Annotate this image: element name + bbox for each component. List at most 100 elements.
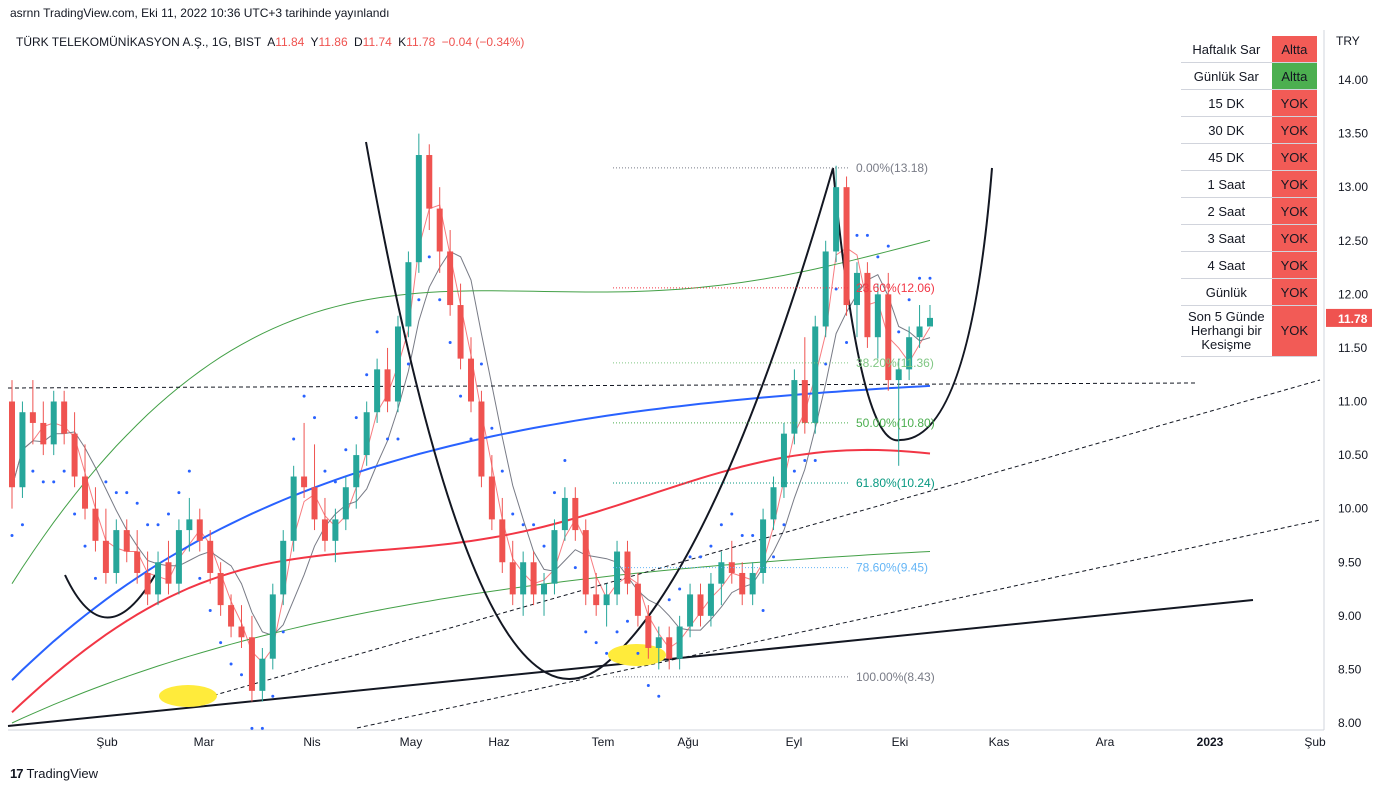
- sar-dot: [125, 491, 129, 495]
- x-tick-label: Ağu: [677, 735, 698, 749]
- candle-body: [478, 401, 485, 477]
- status-value: Altta: [1271, 62, 1317, 90]
- open-value: 11.84: [275, 35, 305, 49]
- candle-body: [770, 487, 777, 520]
- candle-body: [71, 433, 78, 477]
- candle-body: [123, 530, 130, 552]
- candle-body: [29, 412, 36, 423]
- handle-curve: [832, 167, 993, 442]
- sar-dot: [594, 641, 598, 645]
- candle-body: [582, 530, 589, 595]
- ma-longer-line: [11, 448, 931, 714]
- candle-body: [718, 562, 725, 584]
- highlight-marker: [159, 685, 217, 707]
- sar-dot: [782, 523, 786, 527]
- candle-body: [92, 508, 99, 541]
- sar-dot: [678, 587, 682, 591]
- candle-body: [374, 369, 381, 413]
- sar-dot: [897, 330, 901, 334]
- sar-dot: [313, 416, 317, 420]
- x-tick-label: Haz: [488, 735, 509, 749]
- status-row: 3 Saat YOK: [1181, 224, 1317, 252]
- status-row: Günlük YOK: [1181, 278, 1317, 306]
- low-value: 11.74: [362, 35, 392, 49]
- status-label: Günlük: [1181, 278, 1272, 306]
- sar-dot: [375, 330, 379, 334]
- sar-dot: [41, 480, 45, 484]
- status-row: 2 Saat YOK: [1181, 197, 1317, 225]
- candle-body: [801, 380, 808, 423]
- candle-body: [687, 594, 694, 627]
- candle-body: [363, 412, 370, 456]
- sar-dot: [240, 673, 243, 677]
- x-tick-label: Ara: [1096, 735, 1115, 749]
- candle-body: [509, 562, 516, 595]
- tradingview-logo[interactable]: 17 TradingView: [10, 766, 98, 781]
- candle-body: [311, 487, 318, 520]
- candle-body: [488, 476, 495, 520]
- sar-dot: [31, 469, 35, 473]
- candle-body: [165, 562, 172, 584]
- sar-dot: [865, 233, 869, 237]
- candle-body: [885, 294, 892, 381]
- candle-body: [228, 605, 235, 627]
- candle-body: [82, 476, 89, 509]
- y-tick-label: 10.50: [1338, 448, 1368, 462]
- sar-dot: [511, 512, 515, 516]
- candle-body: [113, 530, 120, 573]
- sar-dot: [438, 298, 442, 302]
- fib-level-label: 100.00%(8.43): [856, 670, 935, 684]
- candle-body: [760, 519, 767, 573]
- candle-body: [634, 583, 641, 616]
- candle-body: [468, 358, 474, 402]
- status-value: YOK: [1271, 116, 1317, 144]
- y-tick-label: 10.00: [1338, 502, 1368, 516]
- sar-dot: [448, 341, 452, 345]
- sar-dot: [365, 373, 369, 377]
- sar-dot: [73, 512, 77, 516]
- candle-body: [676, 626, 683, 659]
- candle-body: [447, 251, 454, 306]
- y-tick-label: 9.50: [1338, 555, 1362, 569]
- candle-body: [290, 476, 297, 541]
- candle-body: [248, 637, 255, 691]
- status-row: 45 DK YOK: [1181, 143, 1317, 171]
- fib-level-label: 23.60%(12.06): [856, 281, 935, 295]
- candle-body: [207, 540, 214, 573]
- symbol-name[interactable]: TÜRK TELEKOMÜNİKASYON A.Ş., 1G, BIST: [16, 35, 262, 49]
- candle-body: [102, 540, 109, 573]
- status-value: YOK: [1271, 89, 1317, 117]
- candle-body: [384, 369, 391, 402]
- candle-body: [457, 305, 464, 359]
- sar-dot: [156, 523, 160, 527]
- sar-dot: [813, 458, 817, 462]
- status-value: YOK: [1271, 143, 1317, 171]
- candle-body: [259, 658, 266, 691]
- sar-dot: [709, 544, 713, 548]
- sar-dot: [114, 491, 118, 495]
- sar-dot: [886, 244, 890, 248]
- y-tick-label: 11.00: [1338, 395, 1367, 409]
- sar-dot: [10, 533, 14, 537]
- candle-body: [134, 551, 141, 573]
- candle-body: [749, 572, 756, 595]
- sar-dot: [761, 608, 765, 612]
- status-value: YOK: [1271, 197, 1317, 225]
- sar-dot: [928, 276, 932, 280]
- candle-body: [40, 422, 47, 445]
- sar-dot: [615, 630, 619, 634]
- horizontal-dashed-line: [7, 382, 1196, 389]
- candle-body: [614, 551, 621, 595]
- sar-dot: [406, 362, 410, 366]
- sar-dot: [146, 523, 150, 527]
- sar-dot: [198, 576, 202, 580]
- high-value: 11.86: [318, 35, 348, 49]
- status-label: 30 DK: [1181, 116, 1272, 144]
- candle-body: [520, 562, 527, 595]
- small-cup-curve: [64, 574, 156, 619]
- sar-dot: [803, 458, 807, 462]
- sar-dot: [563, 458, 567, 462]
- candle-body: [541, 583, 548, 595]
- sar-dot: [500, 469, 504, 473]
